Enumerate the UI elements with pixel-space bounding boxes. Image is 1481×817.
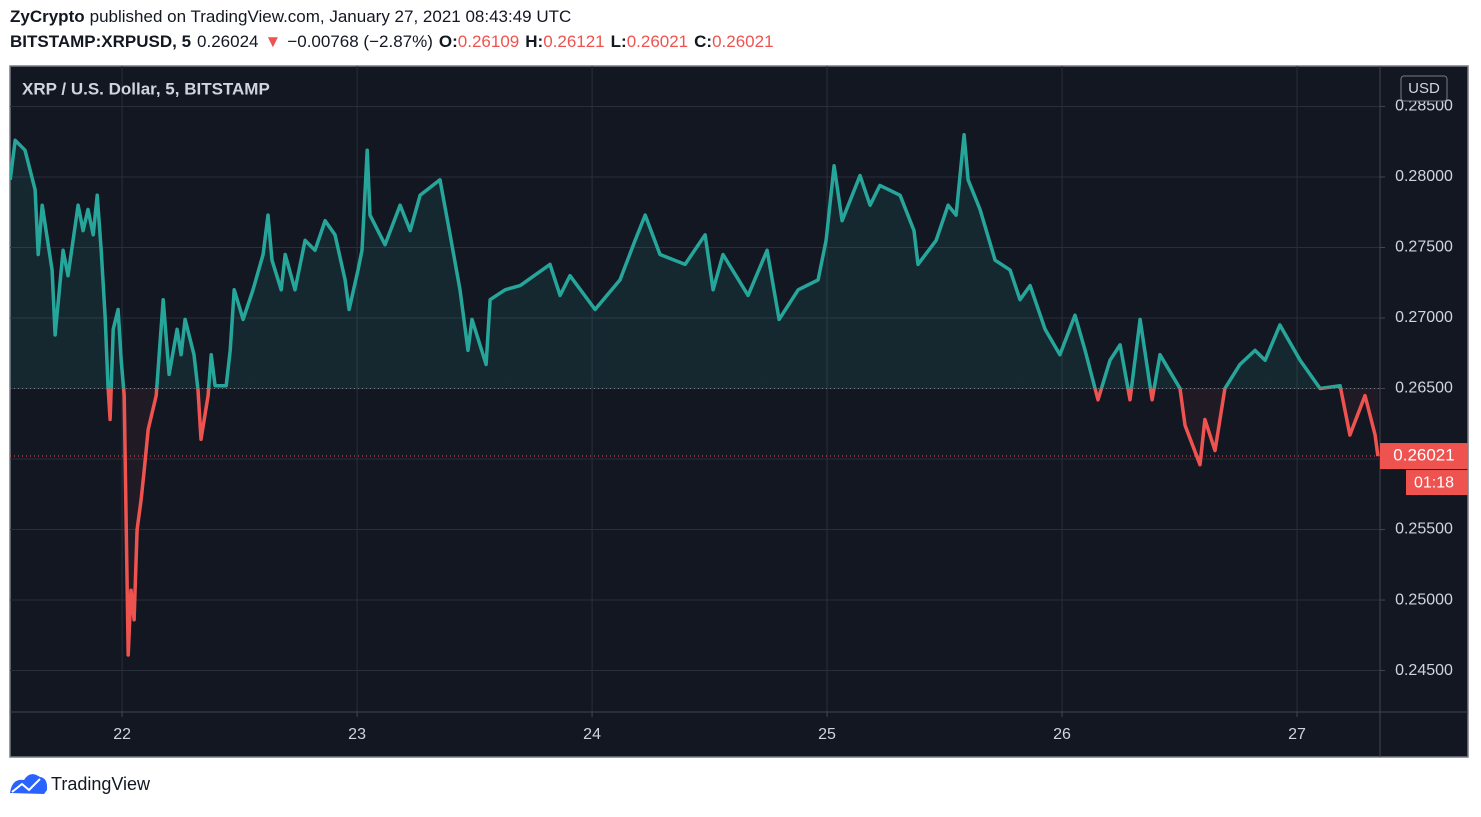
last-price-box	[1380, 443, 1468, 470]
plot-area	[10, 132, 1380, 657]
x-tick-label: 27	[1288, 726, 1306, 743]
symbol-legend: XRP / U.S. Dollar, 5, BITSTAMP	[22, 79, 270, 98]
logo-line	[11, 778, 41, 793]
quote-item: 0.26121	[543, 32, 604, 51]
last-price-label: 0.26021	[1393, 446, 1454, 465]
logo-cloud	[10, 774, 48, 794]
x-tick-label: 23	[348, 726, 366, 743]
quote-item: L:	[611, 32, 627, 51]
quote-item: 0.26021	[712, 32, 773, 51]
quote-line: BITSTAMP:XRPUSD, 5 0.26024 ▼ −0.00768 (−2.8…	[10, 32, 774, 51]
x-tick-label: 24	[583, 726, 601, 743]
axes: 0.245000.250000.255000.260000.265000.270…	[113, 98, 1468, 743]
quote-item: BITSTAMP:XRPUSD, 5	[10, 32, 191, 51]
publisher: ZyCrypto	[10, 7, 85, 26]
published-note: published on TradingView.com, January 27…	[90, 7, 572, 26]
currency-label: USD	[1408, 80, 1440, 97]
x-tick-label: 25	[818, 726, 836, 743]
x-tick-label: 26	[1053, 726, 1071, 743]
y-tick-label: 0.28000	[1395, 168, 1453, 185]
quote-item: 0.26021	[627, 32, 688, 51]
countdown-box	[1406, 470, 1468, 496]
y-tick-label: 0.24500	[1395, 662, 1453, 679]
currency-box	[1400, 75, 1448, 102]
quote-item: H:	[525, 32, 543, 51]
y-tick-label: 0.25000	[1395, 591, 1453, 608]
quote-item: 0.26024	[197, 32, 258, 51]
x-tick-label: 22	[113, 726, 131, 743]
quote-item: O:	[439, 32, 458, 51]
y-tick-label: 0.27000	[1395, 309, 1453, 326]
quote-item: 0.26109	[458, 32, 519, 51]
quote-item: C:	[694, 32, 712, 51]
y-tick-label: 0.26500	[1395, 380, 1453, 397]
publisher-line: ZyCrypto published on TradingView.com, Ja…	[10, 7, 571, 26]
quote-item: ▼	[265, 32, 282, 51]
y-tick-label: 0.25500	[1395, 521, 1453, 538]
chart-frame	[9, 65, 1469, 758]
quote-item: −0.00768 (−2.87%)	[287, 32, 433, 51]
footer-brand: TradingView	[51, 774, 151, 794]
countdown-label: 01:18	[1414, 474, 1454, 491]
price-line	[10, 132, 1380, 657]
footer-logo	[10, 774, 48, 794]
y-tick-label: 0.28500	[1395, 98, 1453, 115]
y-tick-label: 0.27500	[1395, 239, 1453, 256]
